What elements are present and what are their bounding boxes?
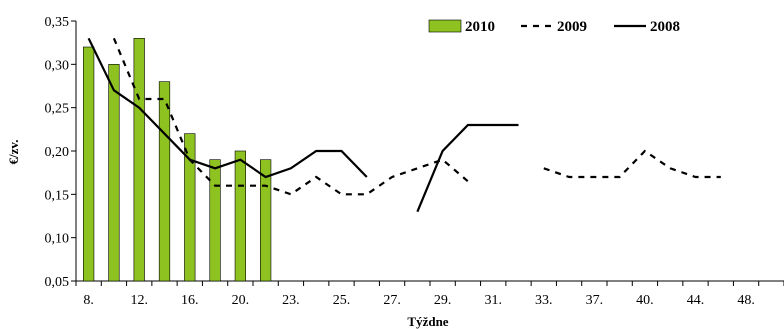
line-2009 bbox=[112, 37, 469, 196]
y-tick-label: 0,10 bbox=[45, 232, 70, 247]
bar-2010 bbox=[260, 159, 272, 282]
x-tick-label: 40. bbox=[636, 293, 654, 308]
x-tick-label: 48. bbox=[737, 293, 755, 308]
x-axis-title: Týždne bbox=[407, 314, 448, 329]
line-2009 bbox=[543, 149, 721, 179]
x-tick-label: 37. bbox=[586, 293, 604, 308]
y-axis-title: €/zv. bbox=[6, 140, 21, 165]
x-tick-label: 29. bbox=[434, 293, 452, 308]
y-tick-label: 0,35 bbox=[45, 15, 70, 30]
y-tick-label: 0,25 bbox=[45, 102, 70, 117]
y-tick-label: 0,05 bbox=[45, 275, 70, 290]
legend-swatch-2010 bbox=[428, 19, 462, 33]
x-tick-label: 44. bbox=[687, 293, 705, 308]
y-tick-label: 0,15 bbox=[45, 188, 70, 203]
y-tick-label: 0,20 bbox=[45, 145, 70, 160]
x-tick-label: 23. bbox=[282, 293, 300, 308]
bar-2010 bbox=[83, 46, 95, 282]
bar-2010 bbox=[158, 81, 171, 282]
x-tick-label: 33. bbox=[535, 293, 553, 308]
legend-label-2010: 2010 bbox=[465, 19, 495, 35]
y-axis-ticks: 0,05 0,10 0,15 0,20 0,25 0,30 0,35 bbox=[45, 15, 76, 290]
y-tick-label: 0,30 bbox=[45, 58, 70, 73]
x-tick-label: 27. bbox=[383, 293, 401, 308]
x-tick-label: 25. bbox=[333, 293, 351, 308]
line-2008 bbox=[416, 123, 519, 213]
legend: 2010 2009 2008 bbox=[428, 19, 680, 35]
bar-2010 bbox=[108, 64, 120, 282]
plot-area bbox=[75, 21, 784, 282]
bar-2010 bbox=[234, 150, 246, 282]
x-tick-label: 16. bbox=[181, 293, 199, 308]
x-tick-label: 20. bbox=[232, 293, 250, 308]
legend-label-2008: 2008 bbox=[650, 19, 680, 35]
bar-2010 bbox=[209, 159, 221, 282]
x-tick-label: 8. bbox=[83, 293, 94, 308]
x-axis-ticks: 8. 12. 16. 20. 23. 25. 27. 29. 31. 33. 37. 40. 44. 48… bbox=[75, 281, 784, 308]
bar-2010 bbox=[184, 133, 196, 282]
x-tick-label: 31. bbox=[484, 293, 502, 308]
legend-label-2009: 2009 bbox=[557, 19, 587, 35]
line-2008 bbox=[87, 37, 368, 179]
bar-2010 bbox=[133, 38, 145, 282]
x-tick-label: 12. bbox=[130, 293, 148, 308]
